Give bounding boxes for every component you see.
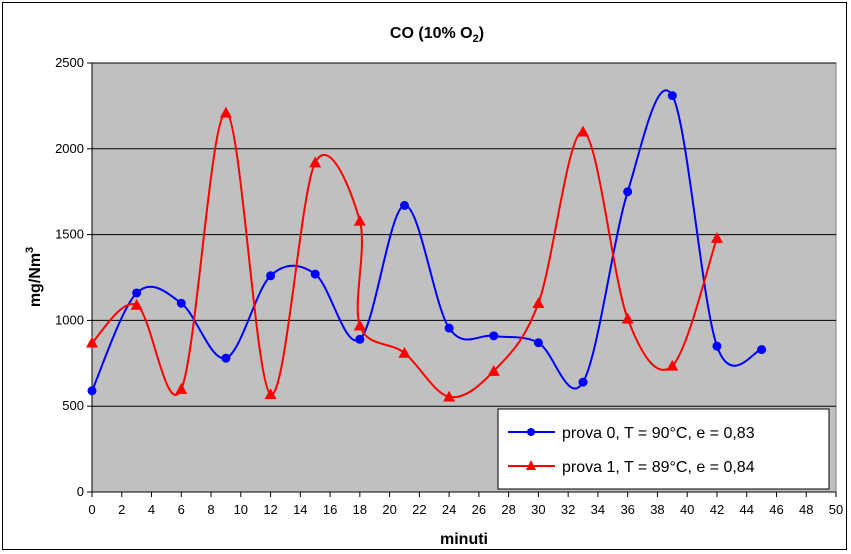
data-point-prova-0	[712, 341, 722, 351]
x-tick-label: 20	[382, 502, 396, 517]
legend-label-prova-0: prova 0, T = 90°C, e = 0,83	[562, 425, 755, 442]
x-tick-label: 32	[561, 502, 575, 517]
x-tick-label: 26	[472, 502, 486, 517]
data-point-prova-1	[309, 156, 322, 168]
data-point-prova-1	[175, 383, 188, 394]
x-tick-label: 46	[769, 502, 783, 517]
x-tick-label: 12	[263, 502, 277, 517]
data-point-prova-1	[487, 365, 500, 376]
data-point-prova-1	[577, 125, 590, 137]
data-point-prova-0	[533, 338, 543, 348]
x-tick-label: 42	[710, 502, 724, 517]
data-point-prova-0	[757, 345, 767, 355]
x-tick-label: 2	[118, 502, 125, 517]
grid-lines	[92, 62, 836, 407]
data-point-prova-0	[623, 187, 633, 197]
x-tick-label: 36	[620, 502, 634, 517]
y-tick-label: 0	[77, 484, 84, 499]
legend-marker-prova-0	[527, 428, 535, 436]
series-line-prova-0	[91, 89, 762, 392]
data-point-prova-1	[532, 297, 545, 309]
chart-title-main: CO (10% O	[390, 25, 473, 42]
data-point-prova-1	[86, 336, 98, 348]
data-point-prova-1	[353, 214, 366, 226]
legend-label-prova-1: prova 1, T = 89°C, e = 0,84	[562, 459, 755, 476]
data-point-prova-1	[264, 388, 277, 399]
data-point-prova-1	[219, 106, 232, 118]
data-point-prova-0	[87, 386, 97, 396]
y-tick-label: 2500	[55, 55, 84, 70]
data-point-prova-0	[489, 331, 499, 341]
x-tick-label: 38	[650, 502, 664, 517]
x-tick-label: 30	[531, 502, 545, 517]
data-point-prova-1	[621, 312, 634, 324]
data-point-prova-0	[399, 200, 409, 210]
data-point-prova-1	[130, 298, 143, 310]
x-tick-label: 40	[680, 502, 694, 517]
data-point-prova-0	[355, 334, 365, 344]
y-tick-label: 1500	[55, 227, 84, 242]
series-line-prova-1	[91, 111, 718, 399]
x-tick-label: 34	[591, 502, 605, 517]
x-tick-label: 48	[799, 502, 813, 517]
x-tick-label: 24	[442, 502, 456, 517]
data-point-prova-0	[132, 288, 142, 298]
series-layer	[86, 89, 767, 402]
x-tick-label: 4	[148, 502, 155, 517]
y-tick-label: 2000	[55, 141, 84, 156]
data-point-prova-0	[444, 323, 454, 333]
y-axis-title-sup: 3	[24, 247, 36, 253]
x-axis-title: minuti	[440, 531, 488, 548]
x-tick-label: 8	[207, 502, 214, 517]
y-axis-title-main: mg/Nm	[27, 253, 44, 307]
legend: prova 0, T = 90°C, e = 0,83 prova 1, T =…	[497, 408, 830, 490]
chart-title: CO (10% O2)	[390, 25, 484, 45]
data-point-prova-1	[710, 232, 723, 243]
x-tick-label: 44	[739, 502, 753, 517]
data-point-prova-1	[353, 319, 366, 331]
x-tick-label: 50	[829, 502, 843, 517]
x-tick-label: 6	[178, 502, 185, 517]
data-point-prova-0	[176, 298, 186, 308]
data-point-prova-1	[443, 390, 456, 402]
x-ticks: 0 2 4 6 8 10 12 14 16 18 20 22 24 26 28 30 32 34 36 38 40 42 4…	[88, 492, 843, 517]
data-point-prova-0	[266, 271, 276, 281]
legend-marker-prova-1	[526, 460, 536, 470]
y-tick-label: 1000	[55, 312, 84, 327]
x-tick-label: 22	[412, 502, 426, 517]
y-ticks: 0 500 1000 1500 2000 2500	[55, 55, 92, 499]
data-point-prova-1	[666, 359, 679, 371]
chart-title-sub: 2	[473, 33, 479, 45]
data-point-prova-0	[310, 269, 320, 279]
data-point-prova-0	[667, 91, 677, 101]
legend-box	[497, 408, 830, 490]
data-point-prova-1	[398, 347, 411, 358]
data-point-prova-0	[578, 377, 588, 387]
x-tick-label: 18	[353, 502, 367, 517]
y-tick-label: 500	[62, 398, 84, 413]
x-tick-label: 14	[293, 502, 307, 517]
x-tick-label: 10	[234, 502, 248, 517]
x-tick-label: 16	[323, 502, 337, 517]
chart-title-end: )	[479, 25, 484, 42]
x-tick-label: 28	[501, 502, 515, 517]
y-axis-title: mg/Nm3	[24, 247, 44, 307]
x-tick-label: 0	[88, 502, 95, 517]
data-point-prova-0	[221, 353, 231, 363]
